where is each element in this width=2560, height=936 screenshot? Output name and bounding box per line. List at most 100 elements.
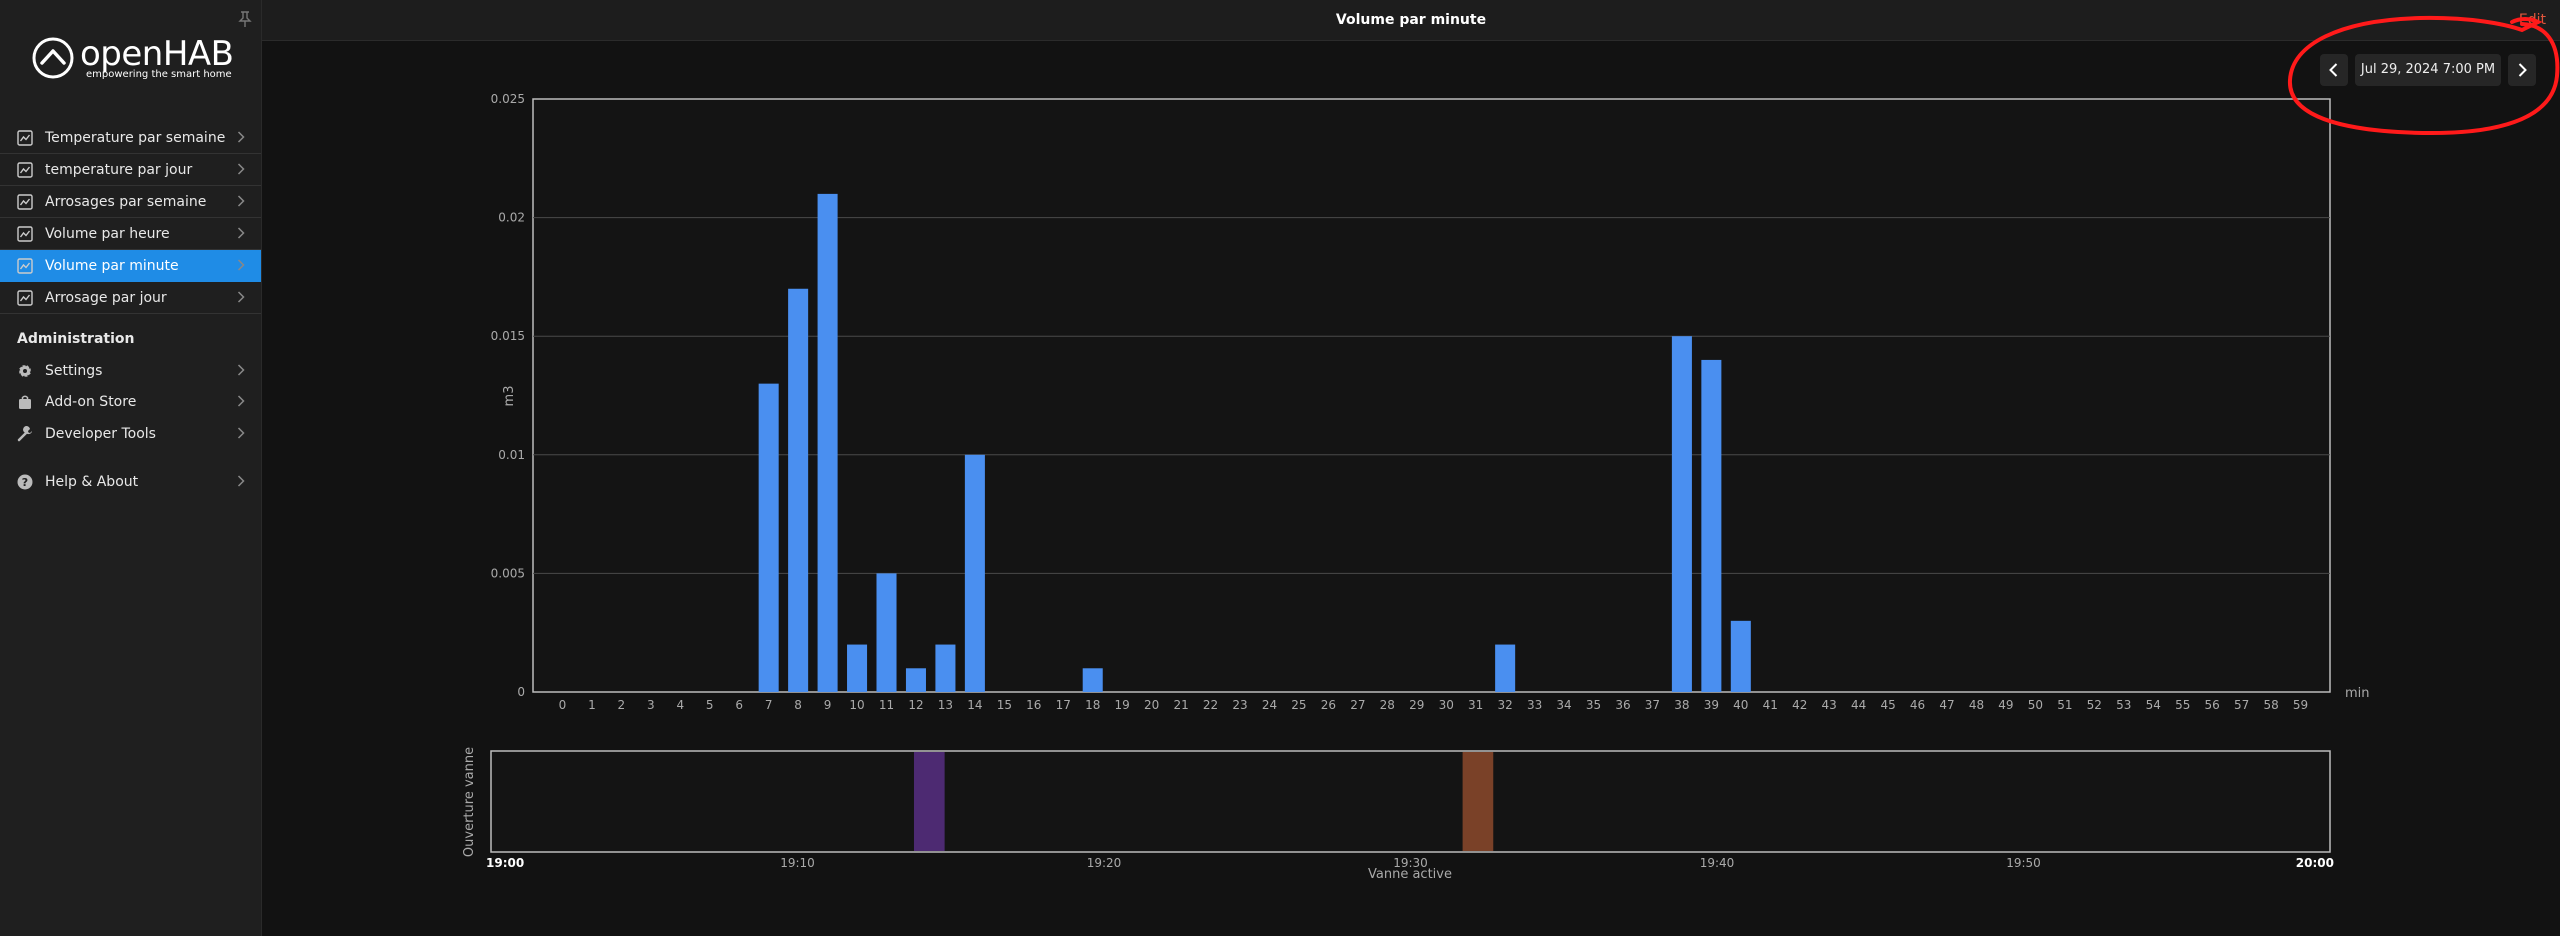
bar[interactable] (758, 383, 779, 692)
sidebar-item-label: temperature par jour (45, 161, 193, 178)
bar[interactable] (1730, 620, 1751, 692)
x-tick-label: 18 (1085, 698, 1100, 712)
sidebar-item-volume-par-heure[interactable]: Volume par heure (0, 218, 261, 250)
x-tick-label: 58 (2263, 698, 2278, 712)
sidebar-item-arrosages-par-semaine[interactable]: Arrosages par semaine (0, 186, 261, 218)
sidebar-item-temperature-par-semaine[interactable]: Temperature par semaine (0, 122, 261, 154)
x-tick-label: 51 (2057, 698, 2072, 712)
x-tick-label: 38 (1674, 698, 1689, 712)
sidebar-item-arrosage-par-jour[interactable]: Arrosage par jour (0, 282, 261, 314)
x-tick-label: 29 (1409, 698, 1424, 712)
x-tick-label: 32 (1498, 698, 1513, 712)
question-icon: ? (17, 474, 33, 489)
bar[interactable] (1495, 644, 1516, 692)
bar[interactable] (935, 644, 956, 692)
chevron-right-icon (237, 395, 245, 407)
gear-icon (19, 364, 31, 377)
sidebar-item-temperature-par-jour[interactable]: temperature par jour (0, 154, 261, 186)
chevron-right-icon (237, 291, 245, 303)
sidebar-item-volume-par-minute[interactable]: Volume par minute (0, 250, 261, 282)
x-tick-label: 6 (735, 698, 743, 712)
x-tick-label: 13 (938, 698, 953, 712)
x-tick-label: 15 (997, 698, 1012, 712)
x-tick-label: 3 (647, 698, 655, 712)
x-tick-label: 5 (706, 698, 714, 712)
sidebar-item-add-on-store[interactable]: Add-on Store (0, 386, 261, 417)
sidebar-item-developer-tools[interactable]: Developer Tools (0, 418, 261, 449)
svg-text:?: ? (22, 476, 28, 489)
sidebar-item-label: Arrosage par jour (45, 289, 167, 306)
x-tick-label: 33 (1527, 698, 1542, 712)
page-title: Volume par minute (1335, 12, 1487, 28)
x-tick-label: 1 (588, 698, 596, 712)
x-tick-label: 35 (1586, 698, 1601, 712)
x-tick-label: 43 (1822, 698, 1837, 712)
bar[interactable] (905, 668, 926, 692)
x-tick-label: 57 (2234, 698, 2249, 712)
chevron-right-icon (237, 364, 245, 376)
x-tick-label: 8 (794, 698, 802, 712)
chart-icon (17, 193, 33, 210)
x-tick-label: 27 (1350, 698, 1365, 712)
x-axis-unit-label: min (2345, 686, 2370, 701)
y-tick-label: 0.005 (491, 566, 525, 580)
x-tick-label: 37 (1645, 698, 1660, 712)
x-tick-label: 41 (1763, 698, 1778, 712)
chevron-right-icon (237, 475, 245, 487)
x-tick-label: 36 (1615, 698, 1630, 712)
x-tick-label: 49 (1998, 698, 2013, 712)
administration-title: Administration (17, 331, 135, 347)
sidebar-item-label: Temperature par semaine (45, 129, 226, 146)
x-tick-label: 14 (967, 698, 982, 712)
bar[interactable] (1701, 359, 1722, 692)
x-tick-label: 25 (1291, 698, 1306, 712)
y-tick-label: 0 (517, 685, 525, 699)
bar[interactable] (1082, 668, 1103, 692)
x-tick-label: 22 (1203, 698, 1218, 712)
bar[interactable] (817, 193, 838, 692)
sidebar-item-label: Developer Tools (45, 425, 156, 442)
openhab-logo-icon (32, 37, 74, 79)
chart-icon (17, 289, 33, 306)
bar[interactable] (788, 288, 809, 692)
y-tick-label: 0.01 (498, 448, 525, 462)
openhab-logo[interactable]: openHAB empowering the smart home (28, 32, 238, 84)
x-tick-label: 26 (1321, 698, 1336, 712)
sidebar-item-help[interactable]: ? Help & About (0, 466, 261, 497)
x-tick-label: 40 (1733, 698, 1748, 712)
x-tick-label: 39 (1704, 698, 1719, 712)
logo-text: openHAB (80, 34, 234, 74)
x-tick-label: 56 (2205, 698, 2220, 712)
x-tick-label: 52 (2087, 698, 2102, 712)
x-tick-label: 4 (676, 698, 684, 712)
x-tick-label: 44 (1851, 698, 1866, 712)
pin-icon[interactable] (238, 10, 252, 28)
x-tick-label: 23 (1232, 698, 1247, 712)
x-tick-label: 30 (1439, 698, 1454, 712)
chart-icon (17, 129, 33, 146)
x-tick-label: 12 (908, 698, 923, 712)
bar[interactable] (1671, 336, 1692, 692)
sidebar-item-label: Settings (45, 362, 103, 379)
x-tick-label: 34 (1556, 698, 1571, 712)
x-tick-label: 10 (849, 698, 864, 712)
sidebar-item-label: Add-on Store (45, 393, 137, 410)
x-tick-label: 45 (1880, 698, 1895, 712)
sidebar: openHAB empowering the smart home Temper… (0, 0, 262, 936)
bar[interactable] (876, 573, 897, 692)
sidebar-item-label: Help & About (45, 473, 139, 490)
wrench-icon (17, 425, 32, 441)
chevron-right-icon (237, 131, 245, 143)
x-tick-label: 7 (765, 698, 773, 712)
x-tick-label: 20 (1144, 698, 1159, 712)
sidebar-item-settings[interactable]: Settings (0, 355, 261, 386)
y-tick-label: 0.015 (491, 329, 525, 343)
x-tick-label: 11 (879, 698, 894, 712)
y-axis-label: m3 (502, 386, 517, 407)
x-tick-label: 42 (1792, 698, 1807, 712)
x-tick-label: 46 (1910, 698, 1925, 712)
bar[interactable] (847, 644, 868, 692)
bar[interactable] (964, 454, 985, 692)
x-tick-label: 16 (1026, 698, 1041, 712)
